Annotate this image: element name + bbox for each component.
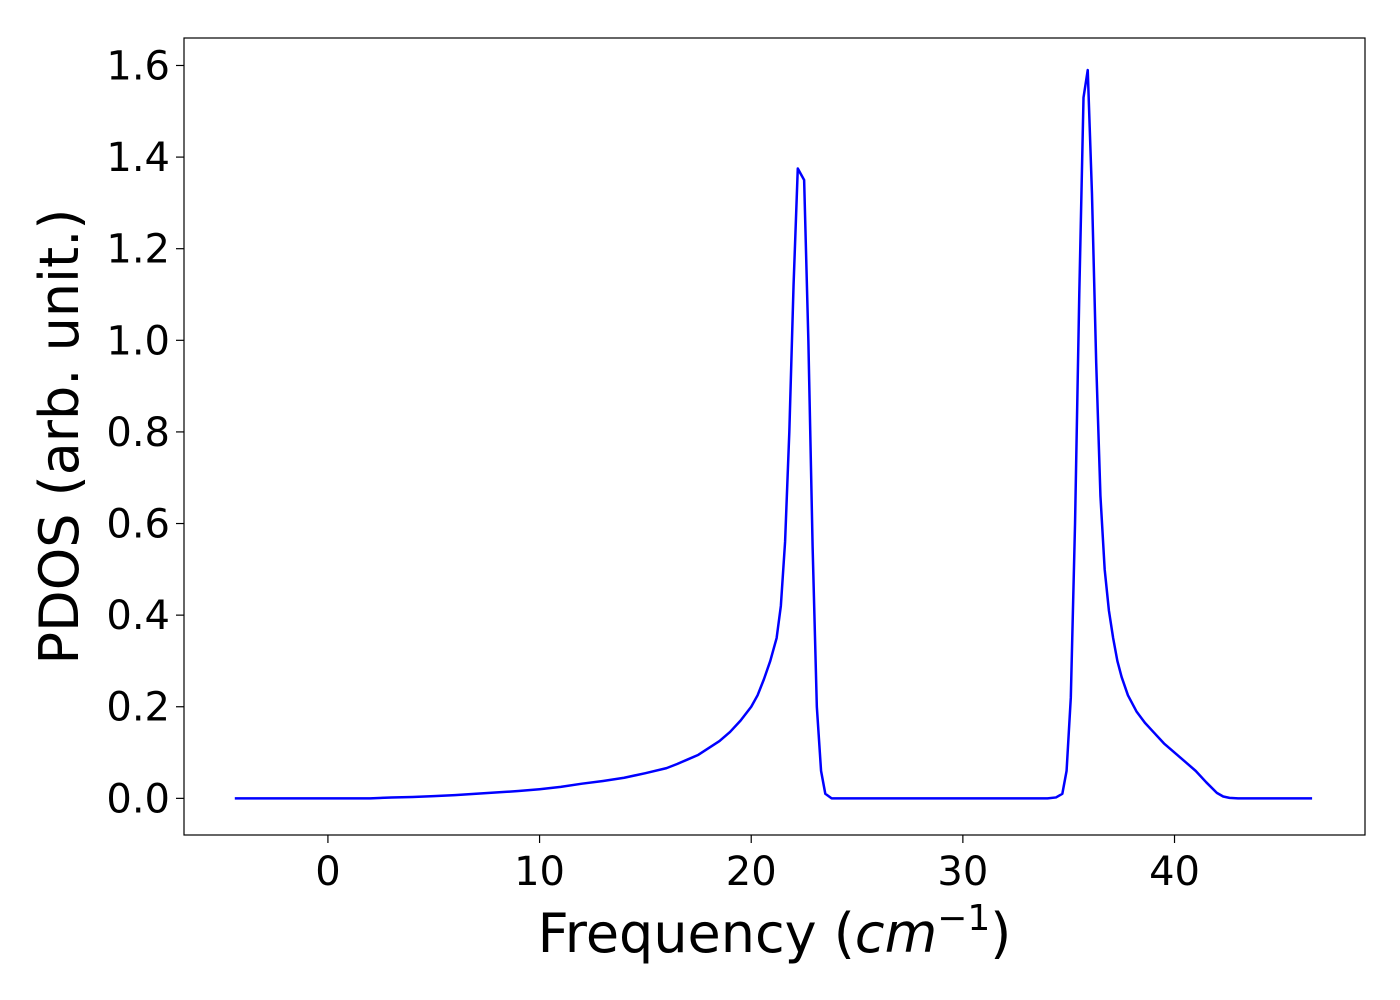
y-tick-label: 1.2 xyxy=(106,227,170,273)
x-tick-label: 20 xyxy=(726,849,777,895)
y-tick-label: 1.0 xyxy=(106,318,170,364)
x-axis-ticks: 0 10 20 30 40 xyxy=(315,835,1200,895)
pdos-series-line xyxy=(234,68,1313,800)
y-tick-label: 0.8 xyxy=(106,410,170,456)
x-tick-label: 40 xyxy=(1149,849,1200,895)
y-tick-label: 1.4 xyxy=(106,135,170,181)
x-tick-label: 10 xyxy=(514,849,565,895)
x-axis-label: Frequency (cm−1) xyxy=(538,898,1012,965)
x-tick-label: 30 xyxy=(937,849,988,895)
y-tick-label: 0.6 xyxy=(106,502,170,548)
y-axis-label: PDOS (arb. unit.) xyxy=(28,209,91,665)
x-tick-label: 0 xyxy=(315,849,340,895)
plot-area xyxy=(234,68,1313,800)
y-tick-label: 1.6 xyxy=(106,43,170,89)
y-tick-label: 0.0 xyxy=(106,776,170,822)
y-tick-label: 0.2 xyxy=(106,685,170,731)
axes-frame xyxy=(183,37,1366,836)
y-axis-ticks: 0.0 0.2 0.4 0.6 0.8 1.0 1.2 1.4 1.6 xyxy=(106,43,184,822)
y-tick-label: 0.4 xyxy=(106,593,170,639)
